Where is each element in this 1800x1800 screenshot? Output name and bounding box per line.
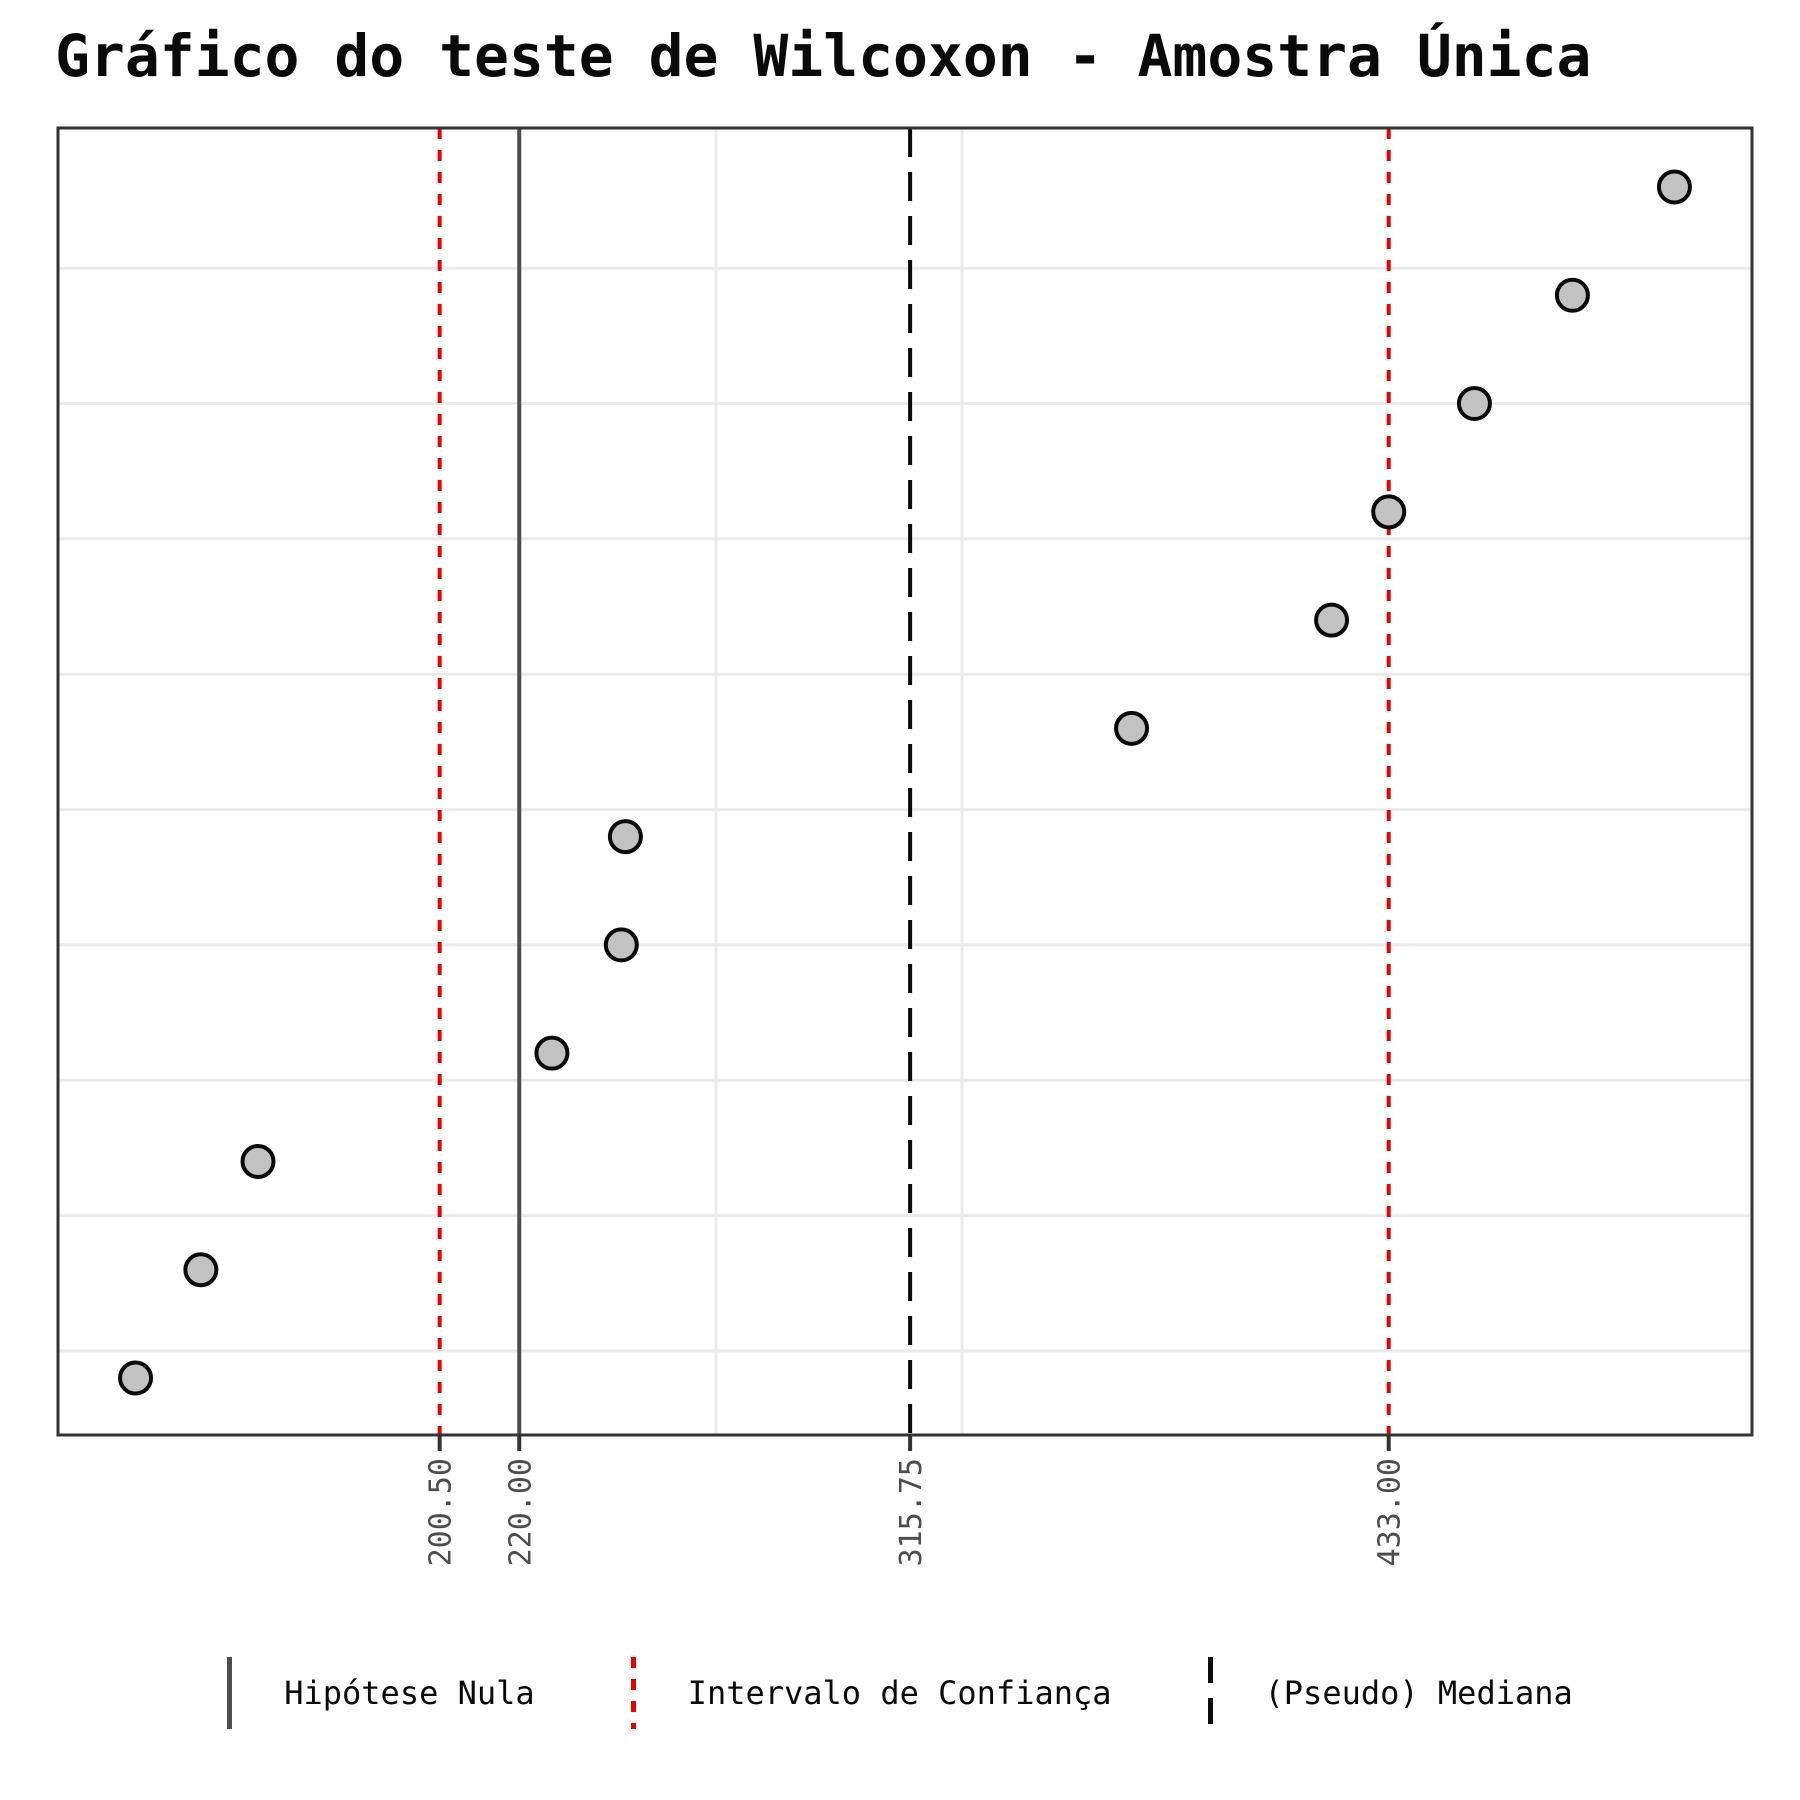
legend-item-pseudo-median: (Pseudo) Mediana [1207, 1657, 1573, 1729]
legend-label: Hipótese Nula [284, 1674, 535, 1712]
data-point [1114, 710, 1150, 746]
legend: Hipótese Nula Intervalo de Confiança (Ps… [0, 1648, 1800, 1738]
dashed-line-key-icon [1207, 1657, 1213, 1729]
x-tick-label: 200.50 [424, 1458, 459, 1566]
data-point [118, 1360, 154, 1396]
x-tick-label: 315.75 [894, 1458, 929, 1566]
data-point [1371, 494, 1407, 530]
dotted-line-key-icon [630, 1657, 636, 1729]
data-point [534, 1035, 570, 1071]
legend-item-confidence-interval: Intervalo de Confiança [630, 1657, 1112, 1729]
chart-title: Gráfico do teste de Wilcoxon - Amostra Ú… [55, 22, 1592, 90]
panel-border [56, 126, 1754, 1437]
data-point [240, 1143, 276, 1179]
solid-line-key-icon [227, 1657, 233, 1729]
x-tick-label: 220.00 [503, 1458, 538, 1566]
data-point [1456, 386, 1492, 422]
data-point [1554, 277, 1590, 313]
legend-label: (Pseudo) Mediana [1264, 1674, 1573, 1712]
legend-item-null-hypothesis: Hipótese Nula [227, 1657, 535, 1729]
data-point [603, 927, 639, 963]
data-point [183, 1252, 219, 1288]
data-point [1656, 169, 1692, 205]
x-tick-label: 433.00 [1373, 1458, 1408, 1566]
data-point [607, 819, 643, 855]
legend-label: Intervalo de Confiança [687, 1674, 1112, 1712]
data-point [1314, 602, 1350, 638]
